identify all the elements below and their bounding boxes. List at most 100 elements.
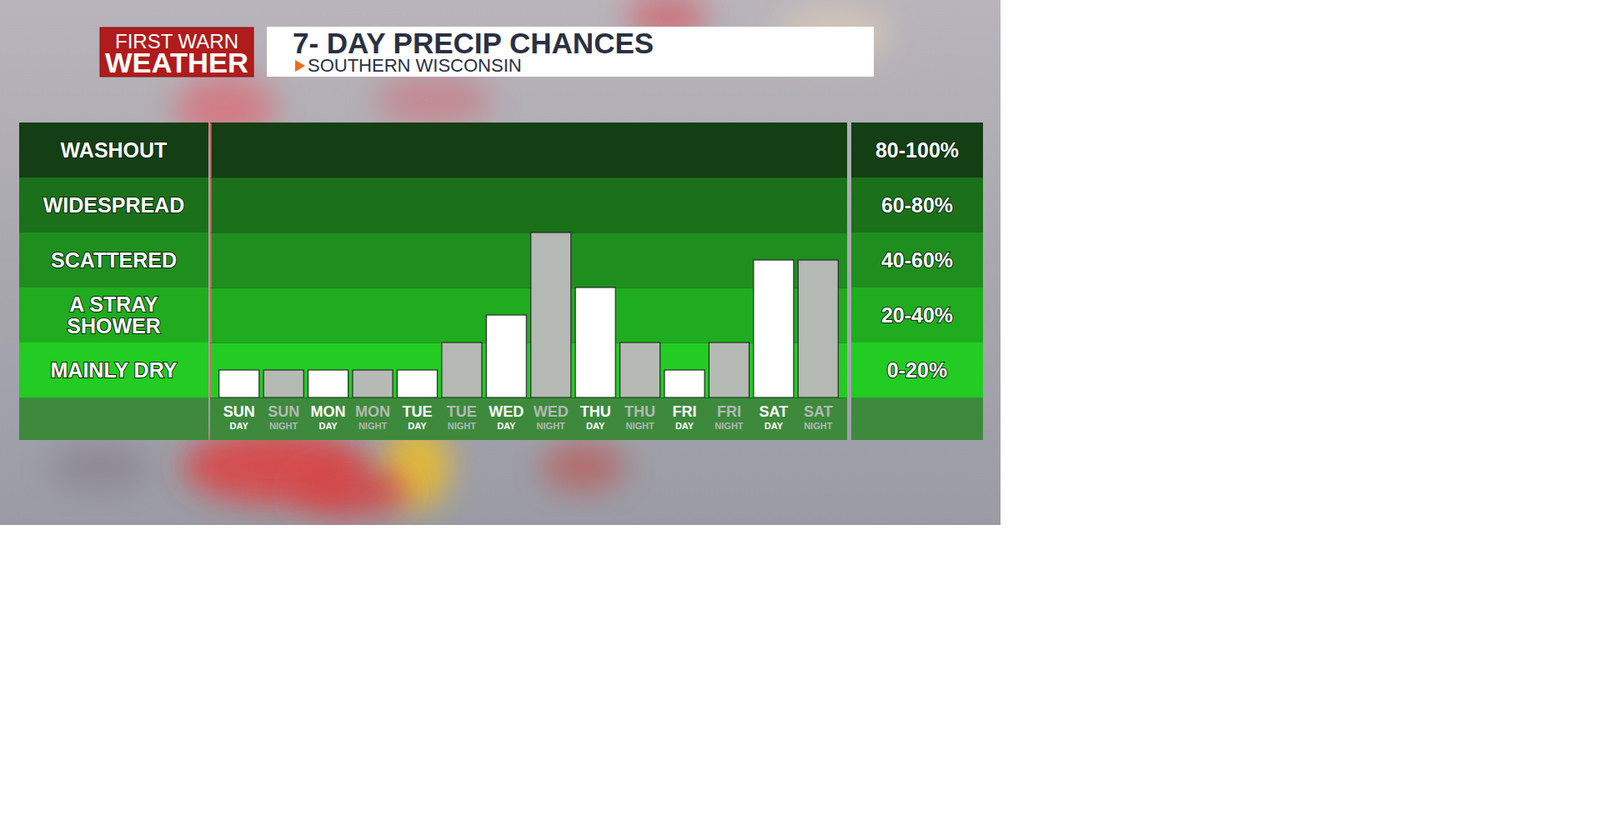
band [851, 232, 984, 288]
x-tick: FRIDAY [672, 397, 698, 432]
category-row [210, 397, 848, 441]
x-tick-label: TUEDAY [401, 403, 432, 432]
bar [797, 260, 838, 398]
x-tick: WEDDAY [488, 397, 524, 432]
x-tick: SUNNIGHT [267, 397, 300, 432]
band [851, 177, 984, 233]
bar [352, 370, 393, 398]
band [210, 287, 848, 343]
x-tick-label: SUNNIGHT [267, 403, 300, 432]
background-blob [291, 466, 409, 517]
band [19, 287, 209, 343]
y-tick [210, 177, 848, 179]
x-tick-label: THUDAY [580, 403, 612, 432]
bands [19, 122, 984, 441]
bar [263, 370, 304, 398]
band-label: MAINLY DRY [50, 358, 178, 382]
band-range-label: 80-100% [875, 138, 959, 162]
grid-line [210, 232, 848, 234]
x-tick-label: SATNIGHT [803, 403, 833, 432]
band-label: SCATTERED [50, 248, 177, 272]
band [19, 122, 209, 178]
band-labels: WASHOUT 80-100% WIDESPREAD 60-80% SCATTERED 4… [43, 138, 959, 382]
bar [531, 232, 572, 398]
x-tick-label: THUNIGHT [624, 403, 656, 432]
x-tick-label: SATDAY [759, 403, 789, 432]
y-tick [210, 122, 848, 124]
y-tick [210, 287, 848, 289]
band [851, 122, 984, 178]
bar [219, 370, 260, 398]
band [19, 177, 209, 233]
grid-line [210, 287, 848, 289]
band-label: A STRAYSHOWER [66, 292, 161, 338]
x-tick-label: FRINIGHT [714, 403, 744, 432]
band-range-label: 60-80% [881, 193, 953, 217]
x-tick: THUNIGHT [624, 397, 656, 432]
chart-root: FIRST WARNWEATHER7- DAY PRECIP CHANCESSO… [0, 0, 1600, 840]
bar [308, 370, 349, 398]
x-tick: MONDAY [310, 397, 347, 432]
y-tick [210, 342, 848, 344]
x-tick: SATDAY [759, 397, 789, 432]
y-axis [210, 123, 848, 399]
x-axis-line [217, 397, 842, 399]
bar [396, 370, 437, 398]
background-photo [0, 0, 1001, 526]
background-blob [50, 441, 151, 492]
band-label: WIDESPREAD [43, 193, 185, 217]
bar [753, 260, 794, 398]
band [851, 287, 984, 343]
x-tick: SATNIGHT [803, 397, 833, 432]
logo-text: WEATHER [105, 47, 249, 79]
band-range-label: 0-20% [887, 358, 948, 382]
x-tick: THUDAY [580, 397, 612, 432]
x-tick-label: WEDDAY [488, 403, 524, 432]
band [210, 177, 848, 233]
title-background [266, 26, 874, 77]
subtitle-arrow [295, 60, 306, 72]
band-label: WASHOUT [60, 138, 168, 162]
y-tick [210, 397, 848, 399]
bar [486, 315, 527, 398]
band-range-label: 20-40% [881, 303, 953, 327]
band-range-label: 40-60% [881, 248, 953, 272]
x-tick-label: SUNDAY [223, 403, 256, 432]
category-row [851, 397, 984, 441]
x-tick: WEDNIGHT [533, 397, 569, 432]
title-box: 7- DAY PRECIP CHANCESSOUTHERN WISCONSIN [266, 26, 874, 77]
band [19, 342, 209, 398]
y-tick [210, 232, 848, 234]
band [210, 122, 848, 178]
x-tick: MONNIGHT [355, 397, 391, 432]
subtitle: SOUTHERN WISCONSIN [307, 55, 522, 76]
x-tick-label: WEDNIGHT [533, 403, 569, 432]
y-axis-line [210, 123, 212, 399]
grid-line [210, 342, 848, 344]
x-tick-label: MONNIGHT [355, 403, 391, 432]
grid-line [210, 177, 848, 179]
x-tick: TUEDAY [401, 397, 432, 432]
background-blob [541, 441, 626, 492]
band [210, 342, 848, 398]
bar [664, 370, 705, 398]
bar [575, 287, 616, 398]
x-tick: SUNDAY [223, 397, 256, 432]
x-tick-label: MONDAY [310, 403, 347, 432]
x-tick-label: TUENIGHT [446, 403, 477, 432]
bar [708, 342, 749, 398]
grid-line [210, 397, 848, 399]
band [19, 232, 209, 288]
bars [219, 232, 839, 398]
x-tick: TUENIGHT [446, 397, 477, 432]
x-tick: FRINIGHT [714, 397, 744, 432]
band [851, 342, 984, 398]
bar [620, 342, 661, 398]
bar [441, 342, 482, 398]
x-axis: SUNDAY SUNNIGHT MONDAY MONNIGHT TUEDAY TUENIG… [217, 397, 842, 432]
background [0, 0, 1001, 526]
x-tick-label: FRIDAY [672, 403, 698, 432]
band [210, 232, 848, 288]
category-row [19, 397, 209, 441]
background-blob [375, 75, 492, 126]
